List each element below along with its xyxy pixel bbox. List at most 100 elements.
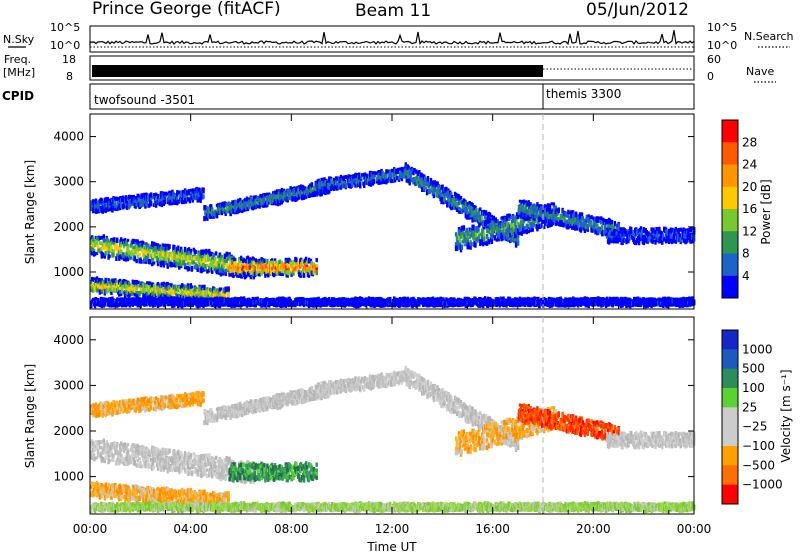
power-cell [221, 257, 224, 263]
power-cell [128, 283, 132, 287]
power-cell [531, 227, 534, 231]
power-cell [201, 266, 204, 273]
power-cell [482, 242, 485, 247]
power-cell [131, 196, 134, 202]
power-cell [258, 273, 261, 277]
power-cell [177, 248, 180, 255]
power-cell [415, 169, 418, 175]
power-cell [445, 186, 448, 192]
power-cell [441, 192, 444, 197]
power-cell [511, 223, 514, 228]
power-cell [501, 225, 504, 231]
nsky-frame [89, 25, 695, 53]
power-cell [191, 291, 194, 295]
power-cell [266, 192, 269, 196]
power-cell [220, 210, 224, 216]
power-cell [219, 287, 223, 291]
power-cell [264, 192, 267, 199]
power-cell [181, 295, 184, 299]
power-cell [203, 216, 206, 221]
power-cell [488, 212, 492, 218]
power-cell [248, 259, 252, 263]
power-cell [111, 239, 114, 245]
power-cell [190, 266, 194, 271]
power-cell [303, 186, 307, 191]
power-cell [157, 198, 161, 205]
power-cell [497, 236, 500, 242]
power-cell [491, 229, 495, 235]
power-cell [318, 183, 321, 188]
power-cell [263, 258, 266, 264]
power-cell [103, 253, 106, 259]
power-cell [104, 207, 107, 214]
power-cell [278, 259, 282, 264]
power-cell [239, 209, 242, 213]
power-cell [371, 171, 375, 176]
power-cell [423, 178, 427, 184]
power-cell [135, 258, 138, 264]
power-cell [138, 290, 141, 297]
power-cell [98, 207, 102, 213]
power-cell [470, 242, 473, 247]
power-cell [172, 289, 175, 294]
power-cell [92, 277, 96, 282]
power-cell [198, 261, 201, 265]
power-cell [154, 192, 158, 197]
power-cell [400, 178, 404, 182]
power-cell [170, 262, 173, 268]
power-cell [166, 282, 169, 287]
power-cell [115, 256, 118, 261]
power-cell [335, 182, 339, 187]
power-cell [301, 190, 304, 195]
power-cell [508, 229, 511, 234]
power-cell [220, 261, 224, 265]
power-cell [453, 200, 457, 205]
power-cell [272, 272, 276, 278]
power-cell [158, 288, 162, 294]
power-cell [485, 234, 489, 240]
cpid-segment-label: themis 3300 [546, 87, 621, 101]
power-cell [468, 233, 471, 240]
power-cell [208, 257, 211, 262]
power-cell [130, 250, 134, 256]
power-cell [229, 269, 232, 274]
power-cell [233, 267, 236, 272]
power-cell [176, 197, 179, 202]
power-cell [112, 279, 115, 284]
power-cell [186, 290, 190, 296]
power-cell [196, 257, 199, 261]
power-cell [122, 279, 126, 284]
power-cell [265, 264, 268, 270]
power-cell [132, 281, 135, 286]
power-cell [481, 215, 484, 221]
power-cell [93, 252, 97, 256]
power-cell [437, 184, 440, 190]
power-cell [457, 199, 461, 206]
power-cell [97, 203, 101, 210]
power-cell [266, 259, 269, 265]
power-cell [120, 244, 123, 248]
power-cell [181, 249, 184, 255]
power-cell [155, 286, 159, 290]
power-cell [576, 223, 580, 228]
power-cell [219, 268, 223, 273]
power-cell [136, 291, 139, 295]
power-cell [479, 242, 482, 247]
power-cell [119, 285, 122, 290]
power-cell [122, 257, 126, 262]
power-cell [168, 244, 171, 249]
power-cell [132, 284, 135, 288]
power-cell [460, 208, 464, 214]
beam-title: Beam 11 [355, 1, 431, 21]
power-cell [199, 197, 202, 203]
power-cell [575, 226, 579, 231]
power-cell [120, 237, 123, 242]
power-cell [152, 193, 156, 197]
power-cell [473, 237, 476, 242]
power-cell [182, 189, 185, 195]
power-cell [224, 211, 227, 216]
power-cell [514, 225, 518, 231]
power-cell [134, 196, 137, 200]
power-cell [471, 203, 474, 207]
power-cell [483, 236, 486, 242]
